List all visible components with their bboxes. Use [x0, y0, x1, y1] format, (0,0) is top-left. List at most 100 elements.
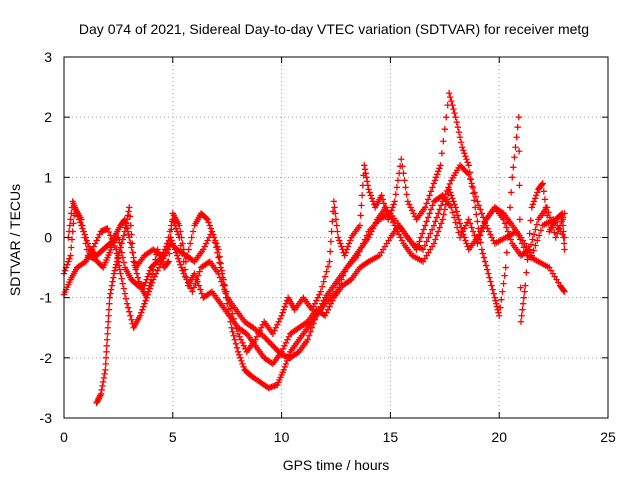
- data-point: [484, 266, 491, 273]
- data-point: [365, 186, 372, 193]
- data-point: [67, 252, 74, 259]
- data-point: [397, 234, 404, 241]
- data-point: [234, 330, 242, 337]
- data-point: [390, 201, 397, 208]
- data-point: [532, 192, 540, 199]
- data-point: [341, 252, 348, 259]
- data-point: [395, 231, 403, 238]
- data-point: [453, 118, 460, 126]
- data-point: [128, 240, 136, 247]
- data-point: [413, 246, 420, 253]
- data-point: [78, 222, 85, 229]
- data-point: [253, 333, 261, 340]
- data-point: [465, 162, 472, 169]
- data-point: [488, 234, 496, 241]
- data-point: [144, 291, 151, 298]
- data-point: [428, 226, 436, 233]
- data-point: [107, 290, 114, 297]
- data-point: [282, 360, 290, 368]
- data-point: [490, 237, 497, 244]
- data-point: [207, 289, 214, 296]
- data-point: [119, 254, 126, 261]
- data-point: [113, 258, 121, 265]
- data-point: [436, 224, 443, 231]
- data-point: [421, 242, 429, 249]
- data-point: [516, 182, 523, 189]
- data-point: [437, 220, 445, 227]
- data-point: [475, 225, 482, 232]
- data-point: [456, 234, 464, 241]
- data-point: [324, 306, 332, 313]
- data-point: [518, 312, 525, 319]
- data-point: [399, 163, 406, 170]
- data-point: [189, 228, 197, 235]
- data-point: [437, 162, 444, 169]
- data-point: [511, 154, 518, 161]
- data-point: [294, 349, 301, 357]
- data-point: [113, 246, 120, 253]
- data-point: [272, 324, 279, 331]
- data-point: [560, 228, 567, 235]
- data-point: [126, 213, 134, 220]
- data-point: [82, 234, 89, 241]
- data-point: [117, 244, 124, 251]
- data-point: [142, 279, 149, 286]
- data-point: [65, 228, 73, 235]
- data-point: [432, 236, 439, 243]
- data-point: [458, 231, 465, 238]
- data-point: [435, 168, 442, 175]
- data-point: [346, 237, 354, 244]
- data-point: [85, 243, 93, 250]
- data-point: [509, 174, 516, 181]
- data-point: [104, 225, 111, 232]
- data-point: [549, 224, 557, 231]
- data-point: [477, 232, 484, 239]
- data-point: [487, 278, 494, 285]
- data-point: [203, 215, 210, 222]
- data-point: [115, 234, 122, 241]
- data-point: [175, 231, 182, 238]
- data-point: [456, 220, 464, 227]
- data-point: [162, 246, 169, 253]
- data-point: [474, 240, 481, 247]
- data-point: [499, 288, 506, 295]
- data-point: [239, 339, 246, 346]
- data-point: [68, 210, 75, 217]
- data-point: [204, 237, 211, 244]
- data-point: [404, 198, 412, 205]
- data-point: [474, 198, 481, 205]
- data-point: [108, 282, 116, 289]
- data-point: [432, 218, 439, 225]
- data-point: [97, 390, 105, 398]
- data-point: [307, 328, 314, 335]
- x-axis-label: GPS time / hours: [283, 457, 390, 473]
- data-point: [116, 239, 123, 246]
- data-point: [372, 219, 380, 226]
- data-point: [492, 297, 499, 304]
- data-point: [213, 244, 220, 251]
- data-point: [433, 232, 441, 239]
- data-point: [169, 216, 176, 223]
- data-point: [176, 234, 183, 241]
- data-point: [456, 134, 464, 141]
- data-point: [493, 300, 500, 307]
- data-point: [282, 300, 290, 307]
- data-point: [271, 344, 278, 351]
- data-point: [472, 204, 479, 211]
- data-point: [279, 345, 287, 353]
- data-point: [326, 248, 334, 255]
- data-point: [457, 139, 465, 146]
- data-point: [393, 184, 401, 191]
- data-point: [259, 321, 266, 328]
- data-point: [519, 300, 527, 307]
- y-tick-label: 1: [44, 169, 52, 185]
- data-point: [160, 252, 168, 259]
- data-point: [366, 231, 374, 238]
- data-point: [490, 290, 497, 297]
- data-point: [461, 150, 468, 157]
- data-point: [317, 303, 324, 310]
- data-point: [278, 312, 285, 319]
- axis-ticks: [63, 56, 609, 419]
- data-point: [321, 312, 329, 319]
- data-point: [380, 200, 388, 207]
